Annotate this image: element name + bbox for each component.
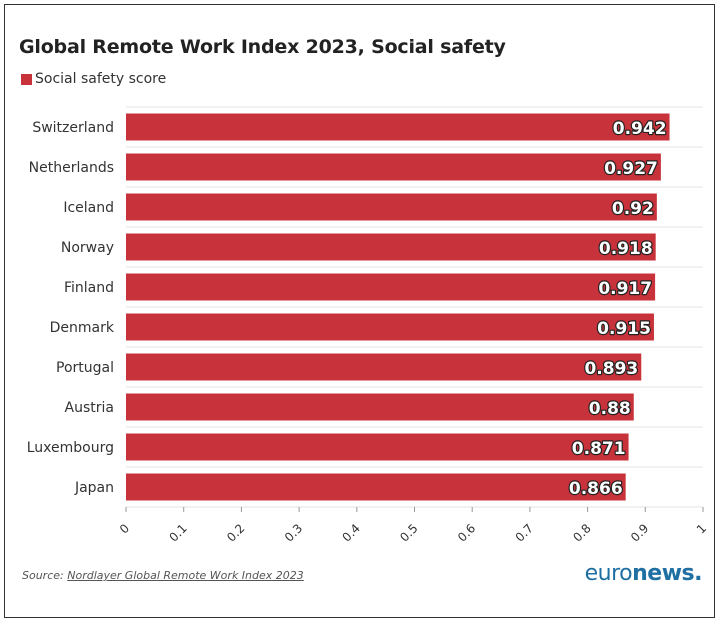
x-tick-label: 0.7 (513, 521, 536, 544)
category-label: Iceland (63, 200, 114, 216)
bar (126, 433, 629, 461)
value-label: 0.918 (599, 239, 653, 259)
category-label: Austria (65, 400, 114, 416)
source-note: Source: Nordlayer Global Remote Work Ind… (22, 569, 304, 582)
value-label: 0.915 (597, 319, 651, 339)
value-label: 0.88 (589, 399, 631, 419)
brand-part-a: euro (584, 561, 633, 586)
category-label: Switzerland (32, 120, 114, 136)
value-label: 0.942 (613, 119, 667, 139)
bar (126, 153, 661, 181)
value-label: 0.871 (572, 439, 626, 459)
legend-label: Social safety score (35, 71, 167, 87)
category-label: Japan (74, 480, 114, 496)
value-label: 0.927 (604, 159, 658, 179)
bar (126, 473, 626, 501)
bar (126, 393, 634, 421)
bar (126, 313, 654, 341)
x-tick-label: 0.4 (340, 521, 363, 544)
x-tick-label: 1 (694, 521, 709, 536)
x-tick-label: 0.9 (628, 521, 651, 544)
value-label: 0.893 (584, 359, 638, 379)
value-label: 0.92 (612, 199, 654, 219)
bar (126, 113, 670, 141)
category-label: Luxembourg (27, 440, 114, 456)
category-label: Portugal (56, 360, 114, 376)
category-label: Norway (61, 240, 114, 256)
category-label: Finland (64, 280, 114, 296)
x-tick-label: 0.3 (282, 521, 305, 544)
value-label: 0.866 (569, 479, 623, 499)
bar (126, 233, 656, 261)
x-tick-label: 0.6 (455, 521, 478, 544)
category-label: Denmark (50, 320, 115, 336)
brand-part-b: news. (632, 561, 702, 586)
bar (126, 353, 642, 381)
x-tick-label: 0.2 (224, 521, 247, 544)
source-link[interactable]: Nordlayer Global Remote Work Index 2023 (67, 569, 304, 582)
x-tick-label: 0.1 (166, 521, 189, 544)
legend: Social safety score (21, 71, 166, 87)
value-label: 0.917 (598, 279, 652, 299)
x-tick-label: 0.5 (397, 521, 420, 544)
x-tick-label: 0.8 (570, 521, 593, 544)
source-prefix: Source: (22, 569, 68, 582)
euronews-logo: euronews. (584, 561, 703, 586)
category-label: Netherlands (29, 160, 114, 176)
chart-title: Global Remote Work Index 2023, Social sa… (19, 36, 506, 58)
x-tick-label: 0 (117, 521, 132, 536)
bar (126, 193, 657, 221)
chart-frame (4, 4, 715, 618)
bar (126, 273, 656, 301)
legend-swatch (21, 73, 32, 85)
